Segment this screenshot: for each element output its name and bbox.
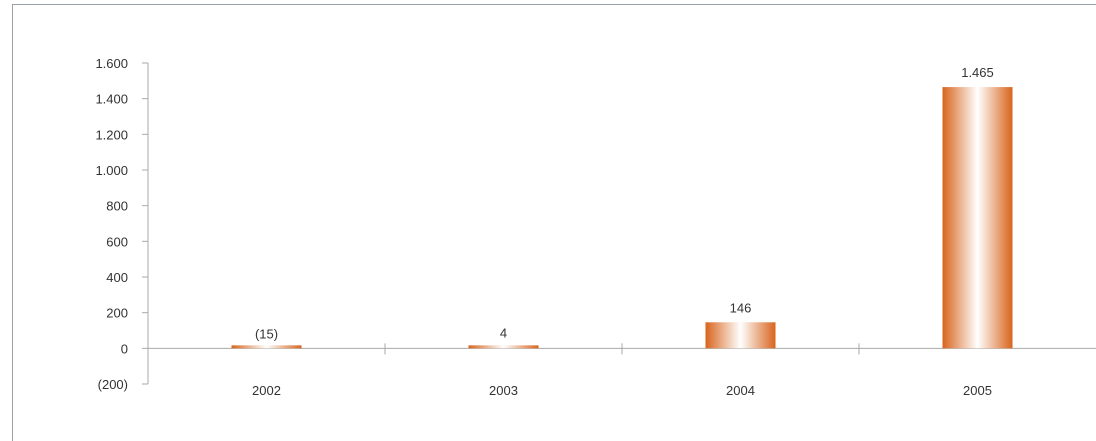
y-tick-label: 400 [106,270,128,285]
y-tick-label: 600 [106,234,128,249]
y-tick-label: 1.000 [95,163,128,178]
y-tick-label: 1.600 [95,56,128,71]
data-label: 146 [730,300,752,315]
data-labels: (15) 4 146 1.465 [255,65,994,341]
x-tick-label: 2005 [963,383,992,398]
x-tick-labels: 2002 2003 2004 2005 [252,383,992,398]
bars [231,87,1013,349]
bar [468,345,539,349]
y-tick-label: 1.200 [95,127,128,142]
bar [231,345,302,349]
bar [942,87,1013,349]
data-label: (15) [255,326,278,341]
y-tick-label: 1.400 [95,92,128,107]
x-tick-label: 2004 [726,383,755,398]
data-label: 4 [500,326,507,341]
y-tick-label: (200) [98,377,128,392]
x-axis [148,343,1096,355]
y-tick-label: 200 [106,306,128,321]
data-label: 1.465 [961,65,994,80]
y-tick-label: 0 [121,341,128,356]
bar [705,322,776,349]
x-tick-label: 2003 [489,383,518,398]
y-axis: (200) 0 200 400 600 800 1.000 1.200 1.400 1.600 [95,56,149,392]
chart-frame [12,4,1096,441]
x-tick-label: 2002 [252,383,281,398]
y-tick-label: 800 [106,199,128,214]
